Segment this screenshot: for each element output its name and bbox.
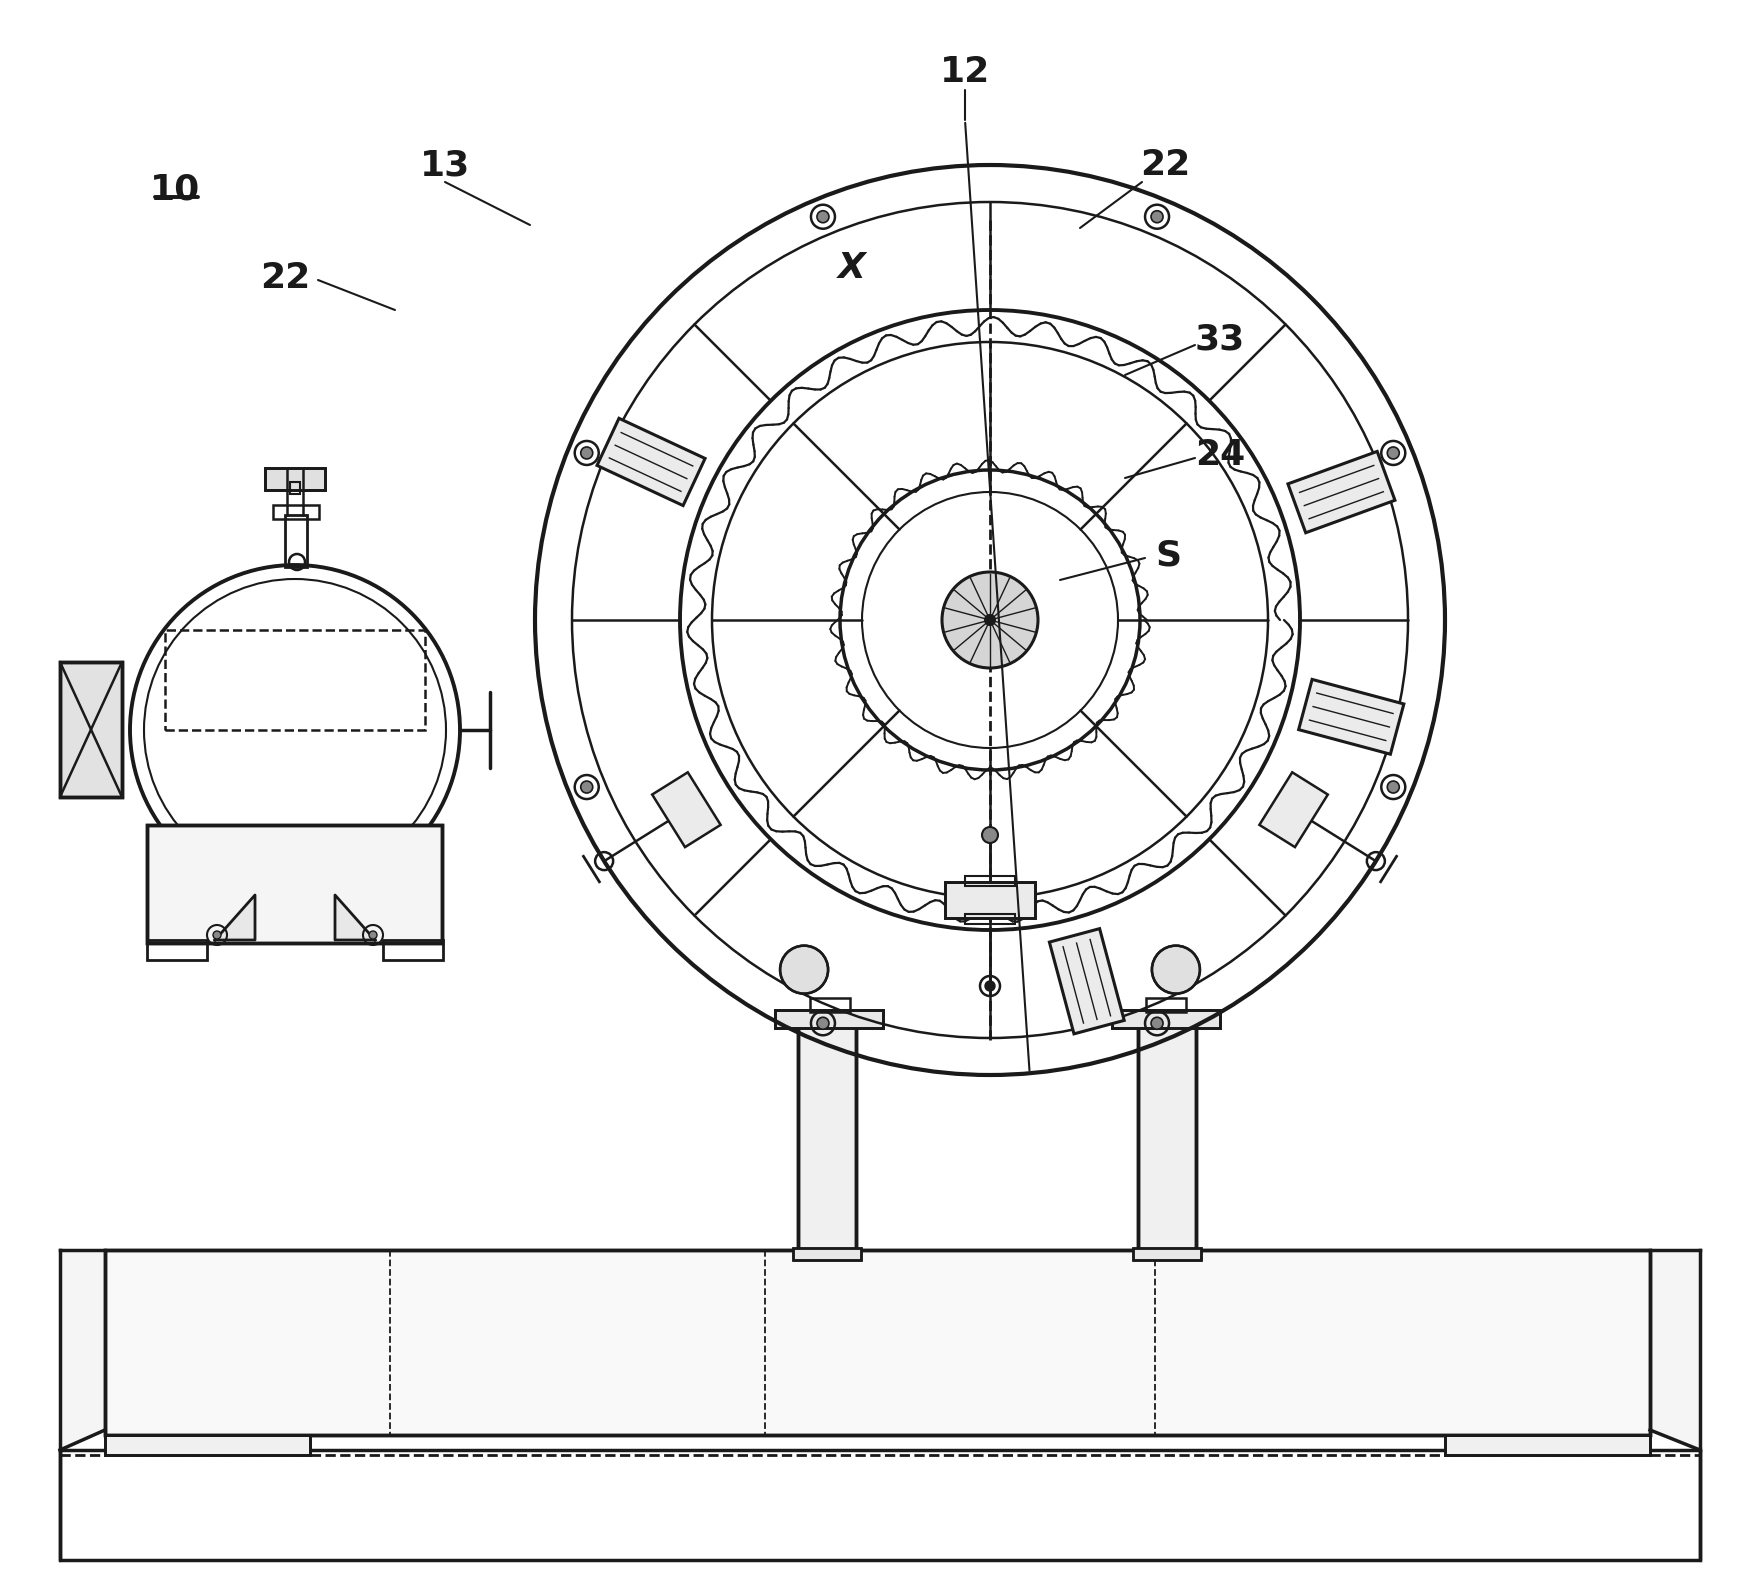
Bar [265,468,325,490]
Circle shape [1388,781,1399,792]
Bar [383,940,443,961]
Polygon shape [336,896,374,940]
Circle shape [582,781,592,792]
Circle shape [1153,946,1200,994]
Bar [1112,1010,1219,1029]
Text: 24: 24 [1195,437,1246,472]
Bar [965,915,1016,924]
Circle shape [942,572,1038,667]
Bar [810,999,850,1011]
Bar [1133,1247,1202,1260]
Bar [945,881,1035,918]
Bar [1444,1434,1650,1455]
Bar [775,1010,884,1029]
Circle shape [1151,1018,1163,1029]
Bar [792,1247,861,1260]
Bar [105,1434,309,1455]
Bar [290,482,300,495]
Bar [1146,999,1186,1011]
Bar [60,663,121,797]
Bar [1049,929,1124,1033]
Bar [945,881,1035,918]
Bar [148,826,443,943]
Text: 10: 10 [149,173,200,208]
Bar [798,1021,856,1252]
Circle shape [369,930,378,938]
Bar [272,506,320,518]
Bar [1139,1021,1197,1252]
Circle shape [213,930,221,938]
Circle shape [582,447,592,460]
Text: 12: 12 [940,55,991,89]
Bar [597,418,705,506]
Circle shape [780,946,828,994]
Circle shape [1151,211,1163,223]
Bar [1444,1434,1650,1455]
Polygon shape [1650,1251,1701,1450]
Circle shape [817,1018,829,1029]
Bar [965,877,1016,886]
Bar [792,1247,861,1260]
Bar [148,940,207,961]
Bar [165,629,425,731]
Circle shape [986,615,994,624]
Circle shape [1388,447,1399,460]
Bar [1298,680,1404,754]
Bar [1133,1247,1202,1260]
Bar [105,1251,1650,1434]
Text: 13: 13 [420,147,471,182]
Bar [775,1010,884,1029]
Bar [285,515,307,567]
Text: 22: 22 [260,262,311,295]
Bar [1288,452,1395,533]
Text: 33: 33 [1195,323,1246,357]
Bar [60,663,121,797]
Bar [148,826,443,943]
Text: S: S [1154,537,1181,572]
Bar [1112,1010,1219,1029]
Text: 22: 22 [1140,147,1189,182]
Polygon shape [105,1434,200,1450]
Text: X: X [838,250,866,285]
Bar [105,1251,1650,1434]
Bar [652,772,720,846]
Circle shape [986,981,994,991]
Bar [798,1021,856,1252]
Bar [105,1434,309,1455]
Circle shape [817,211,829,223]
Bar [1260,772,1328,846]
Polygon shape [60,1251,105,1450]
Polygon shape [214,896,255,940]
Bar [60,1450,1701,1560]
Bar [1139,1021,1197,1252]
Circle shape [982,827,998,843]
Bar [265,468,325,490]
